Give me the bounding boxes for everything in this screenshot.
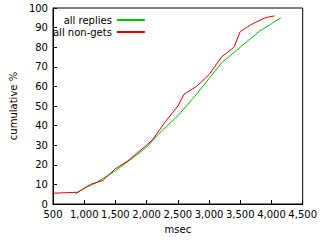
svg-text:1,500: 1,500	[101, 209, 130, 220]
svg-text:4,000: 4,000	[257, 209, 286, 220]
svg-text:30: 30	[35, 140, 48, 151]
svg-text:60: 60	[35, 81, 48, 92]
svg-text:2,500: 2,500	[164, 209, 193, 220]
svg-text:80: 80	[35, 42, 48, 53]
svg-text:40: 40	[35, 120, 48, 131]
svg-text:70: 70	[35, 61, 48, 72]
svg-text:cumulative %: cumulative %	[8, 72, 19, 140]
svg-text:90: 90	[35, 22, 48, 33]
svg-text:2,000: 2,000	[132, 209, 161, 220]
svg-text:all non-gets: all non-gets	[53, 27, 112, 38]
svg-text:100: 100	[29, 3, 48, 14]
svg-text:20: 20	[35, 159, 48, 170]
svg-text:1,000: 1,000	[70, 209, 99, 220]
svg-text:50: 50	[35, 101, 48, 112]
svg-text:10: 10	[35, 179, 48, 190]
svg-text:3,000: 3,000	[195, 209, 224, 220]
svg-text:all replies: all replies	[64, 15, 112, 26]
svg-text:0: 0	[41, 198, 48, 210]
svg-text:500: 500	[43, 209, 62, 220]
svg-text:msec: msec	[165, 224, 192, 235]
svg-text:3,500: 3,500	[226, 209, 255, 220]
svg-text:4,500: 4,500	[288, 209, 317, 220]
